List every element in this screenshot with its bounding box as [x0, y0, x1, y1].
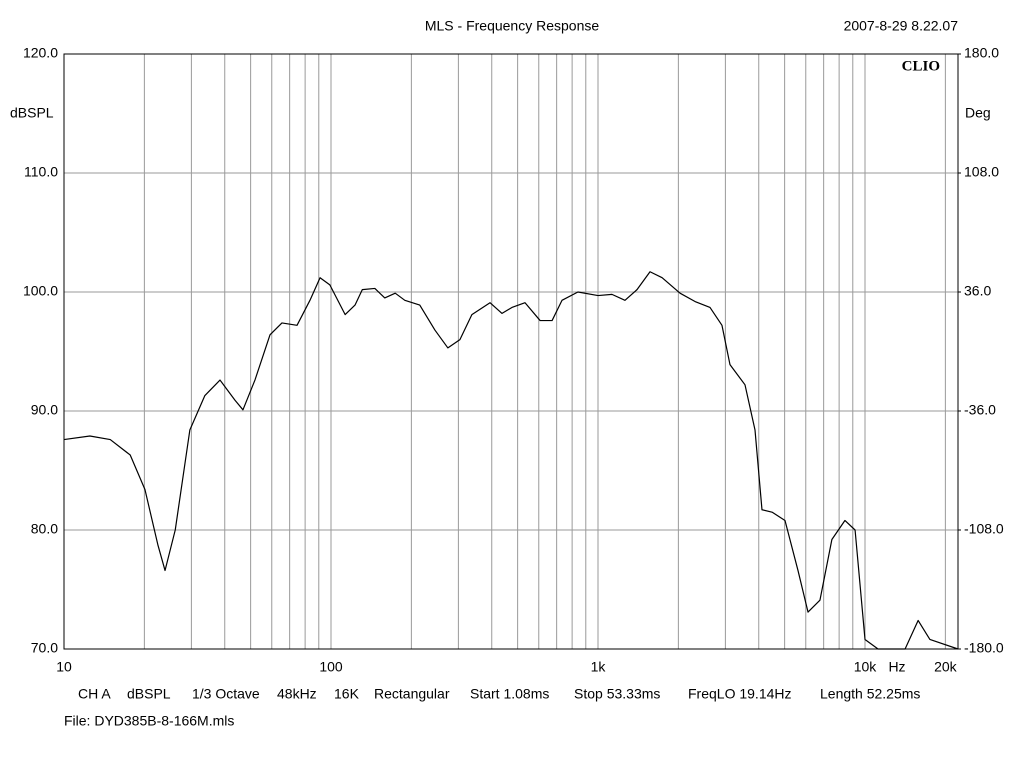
response-curve	[63, 271, 959, 650]
y-tick-label: 120.0	[23, 45, 58, 61]
footer-item: 16K	[334, 686, 360, 702]
x-tick-label: 100	[319, 659, 343, 675]
footer-item: dBSPL	[127, 686, 171, 702]
footer-item: Start 1.08ms	[470, 686, 549, 702]
y-tick-label: 100.0	[23, 283, 58, 299]
footer-item: 48kHz	[277, 686, 317, 702]
x-tick-label: 20k	[934, 659, 958, 675]
y2-tick-label: -180.0	[964, 640, 1004, 656]
file-label: File: DYD385B-8-166M.mls	[64, 713, 234, 729]
y-axis-label: dBSPL	[10, 105, 54, 121]
footer-item: CH A	[78, 686, 111, 702]
y-tick-label: 110.0	[24, 164, 58, 180]
chart-title: MLS - Frequency Response	[425, 18, 600, 34]
y2-axis-label: Deg	[965, 105, 991, 121]
x-tick-label: 10k	[854, 659, 878, 675]
plot-frame	[63, 53, 959, 650]
y2-tick-label: 36.0	[964, 283, 991, 299]
y-tick-label: 80.0	[31, 521, 58, 537]
footer-item: FreqLO 19.14Hz	[688, 686, 792, 702]
x-unit-label: Hz	[888, 659, 905, 675]
y2-tick-label: 108.0	[964, 164, 999, 180]
x-tick-label: 10	[56, 659, 72, 675]
footer-item: Stop 53.33ms	[574, 686, 660, 702]
y-tick-label: 70.0	[31, 640, 58, 656]
footer-item: 1/3 Octave	[192, 686, 260, 702]
x-tick-label: 1k	[591, 659, 607, 675]
footer-item: Length 52.25ms	[820, 686, 920, 702]
y2-tick-label: -108.0	[964, 521, 1004, 537]
brand: CLIO	[902, 58, 940, 74]
timestamp: 2007-8-29 8.22.07	[844, 18, 959, 34]
y-tick-label: 90.0	[31, 402, 58, 418]
y2-tick-label: -36.0	[964, 402, 996, 418]
footer-item: Rectangular	[374, 686, 450, 702]
y2-tick-label: 180.0	[964, 45, 999, 61]
